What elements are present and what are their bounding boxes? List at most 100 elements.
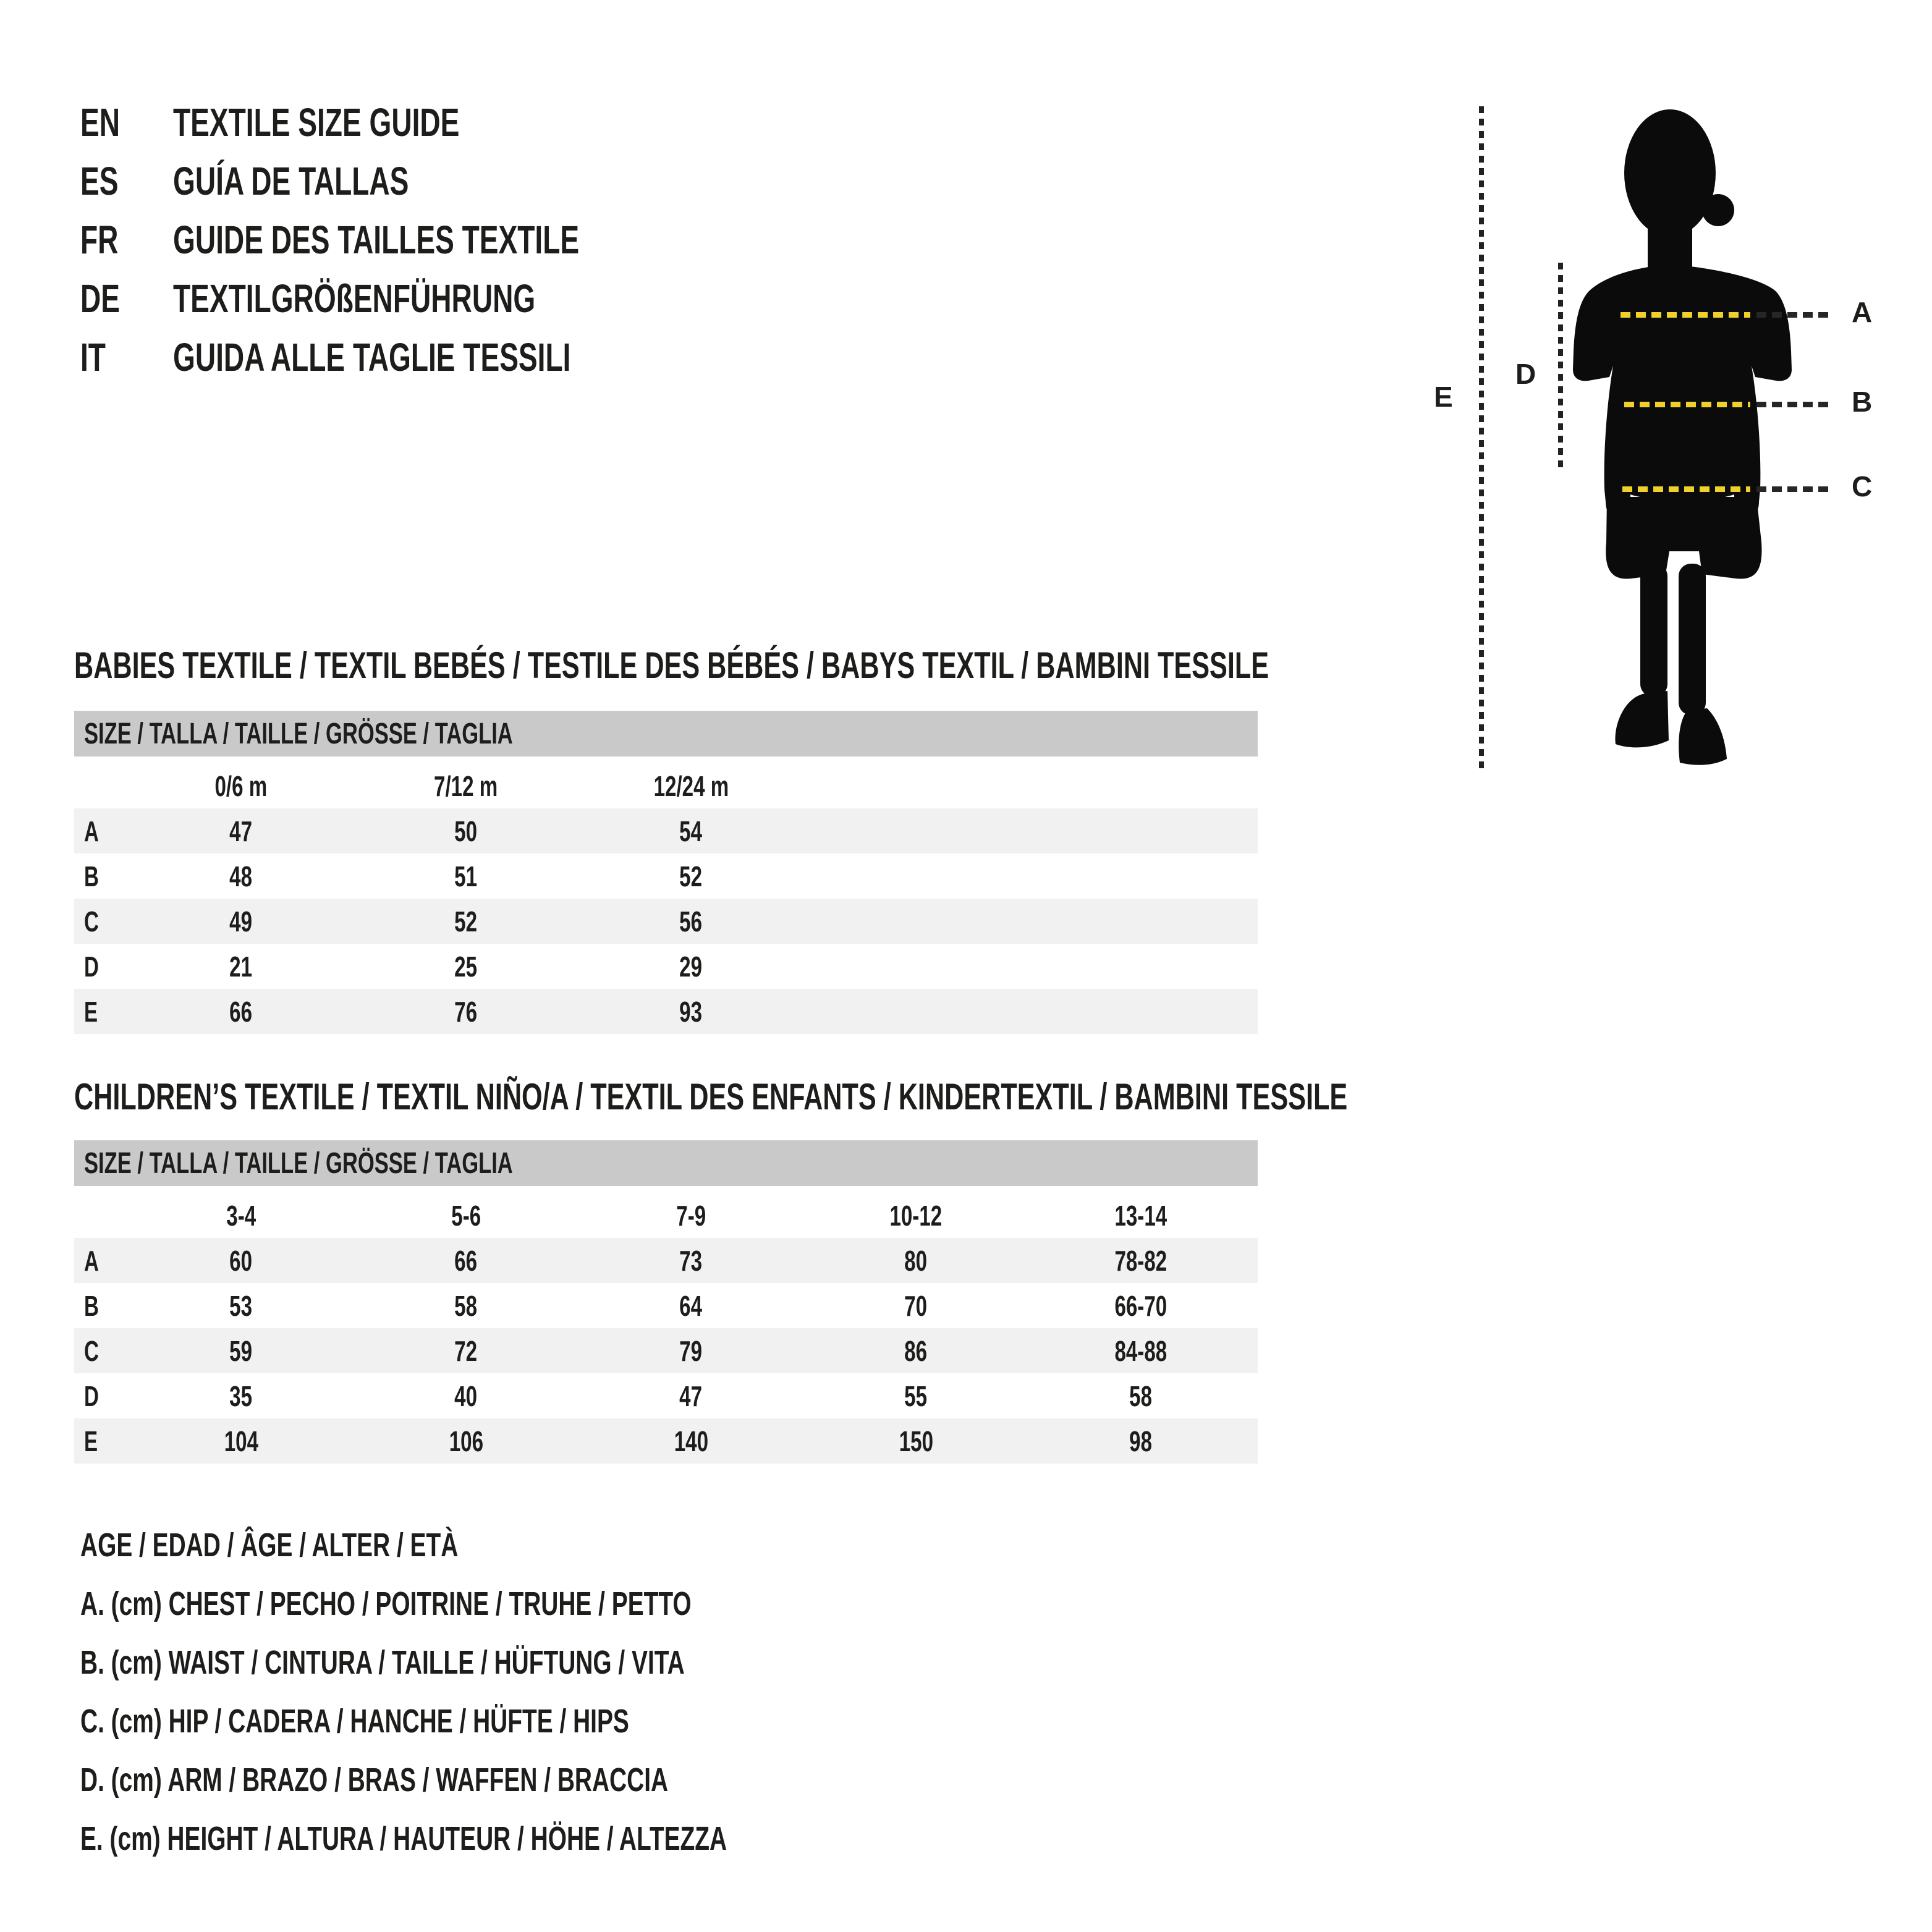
cell-text: 104 — [224, 1425, 258, 1457]
table-cell: 55 — [803, 1379, 1028, 1413]
child-silhouette — [1573, 109, 1792, 765]
row-label: E — [74, 995, 129, 1028]
hip-line-yellow-dashes — [1622, 486, 1750, 492]
column-header: 3-4 — [129, 1199, 354, 1232]
babies-size-header-bar: SIZE / TALLA / TAILLE / GRÖSSE / TAGLIA — [74, 711, 1258, 756]
language-code-text: EN — [80, 100, 121, 145]
table-cell: 76 — [354, 995, 578, 1028]
column-header-text: 10-12 — [889, 1200, 943, 1232]
language-title: TEXTILE SIZE GUIDE — [173, 100, 571, 145]
table-cell: 53 — [129, 1289, 354, 1323]
row-label-text: A — [84, 815, 99, 847]
children-size-header-text: SIZE / TALLA / TAILLE / GRÖSSE / TAGLIA — [84, 1146, 513, 1180]
table-cell: 80 — [803, 1244, 1028, 1277]
table-cell: 79 — [578, 1334, 803, 1368]
column-header-text: 12/24 m — [653, 770, 729, 802]
silhouette-shorts — [1606, 497, 1762, 579]
table-row: C 49 52 56 — [74, 899, 1258, 944]
column-header: 13-14 — [1028, 1199, 1253, 1232]
legend-text: D. (cm) ARM / BRAZO / BRAS / WAFFEN / BR… — [80, 1761, 669, 1799]
cell-text: 84-88 — [1114, 1334, 1167, 1367]
row-label-text: E — [84, 995, 98, 1028]
chest-line-dark-dashes — [1756, 312, 1831, 318]
table-cell: 58 — [354, 1289, 578, 1323]
cell-text: 79 — [679, 1334, 703, 1367]
column-header: 7/12 m — [354, 769, 578, 803]
table-cell: 35 — [129, 1379, 354, 1413]
table-cell: 66 — [129, 995, 354, 1028]
table-cell: 59 — [129, 1334, 354, 1368]
table-cell: 66-70 — [1028, 1289, 1253, 1323]
language-code: DE — [80, 276, 173, 321]
language-title-list: EN TEXTILE SIZE GUIDE ES GUÍA DE TALLAS … — [80, 93, 737, 386]
language-row-es: ES GUÍA DE TALLAS — [80, 151, 737, 210]
table-cell: 66 — [354, 1244, 578, 1277]
table-cell: 56 — [578, 905, 803, 938]
cell-text: 140 — [674, 1425, 708, 1457]
column-header: 0/6 m — [129, 769, 354, 803]
language-title: GUIDA ALLE TAGLIE TESSILI — [173, 334, 726, 380]
table-cell: 150 — [803, 1425, 1028, 1458]
cell-text: 58 — [454, 1289, 478, 1322]
children-size-table: 3-4 5-6 7-9 10-12 13-14 A 60 66 73 80 78… — [74, 1193, 1258, 1464]
legend-item-arm: D. (cm) ARM / BRAZO / BRAS / WAFFEN / BR… — [80, 1750, 978, 1809]
language-title-text: GUÍA DE TALLAS — [173, 158, 409, 203]
language-title-text: GUIDA ALLE TAGLIE TESSILI — [173, 334, 571, 379]
table-cell: 21 — [129, 950, 354, 983]
language-code-text: IT — [80, 334, 106, 379]
language-title: TEXTILGRÖßENFÜHRUNG — [173, 276, 676, 321]
language-row-en: EN TEXTILE SIZE GUIDE — [80, 93, 737, 151]
table-cell: 93 — [578, 995, 803, 1028]
table-cell: 70 — [803, 1289, 1028, 1323]
table-row: B 53 58 64 70 66-70 — [74, 1283, 1258, 1328]
silhouette-ear — [1702, 194, 1734, 226]
table-cell: 104 — [129, 1425, 354, 1458]
table-cell: 72 — [354, 1334, 578, 1368]
cell-text: 47 — [679, 1379, 703, 1412]
cell-text: 48 — [229, 860, 253, 892]
column-header: 5-6 — [354, 1199, 578, 1232]
cell-text: 54 — [679, 815, 703, 847]
table-cell: 86 — [803, 1334, 1028, 1368]
language-code: IT — [80, 334, 173, 380]
legend-text: AGE / EDAD / ÂGE / ALTER / ETÀ — [80, 1526, 459, 1564]
language-code-text: DE — [80, 276, 121, 321]
cell-text: 93 — [679, 995, 703, 1028]
table-row: E 104 106 140 150 98 — [74, 1418, 1258, 1464]
table-cell: 47 — [129, 815, 354, 848]
table-cell: 84-88 — [1028, 1334, 1253, 1368]
silhouette-left-leg — [1640, 564, 1667, 697]
table-cell: 98 — [1028, 1425, 1253, 1458]
table-row: A 47 50 54 — [74, 808, 1258, 854]
table-cell: 140 — [578, 1425, 803, 1458]
column-header-text: 5-6 — [451, 1200, 481, 1232]
cell-text: 86 — [904, 1334, 928, 1367]
silhouette-shirt — [1573, 265, 1792, 517]
measure-label-hip: C — [1852, 470, 1873, 502]
silhouette-head — [1624, 109, 1716, 237]
cell-text: 55 — [904, 1379, 928, 1412]
legend-text: C. (cm) HIP / CADERA / HANCHE / HÜFTE / … — [80, 1702, 629, 1740]
language-code: ES — [80, 158, 173, 204]
column-header-text: 0/6 m — [214, 770, 268, 802]
column-header-text: 3-4 — [226, 1200, 256, 1232]
table-cell: 49 — [129, 905, 354, 938]
table-row: D 21 25 29 — [74, 944, 1258, 989]
cell-text: 50 — [454, 815, 478, 847]
language-title: GUIDE DES TAILLES TEXTILE — [173, 217, 737, 263]
row-label: C — [74, 1334, 129, 1368]
cell-text: 66 — [454, 1244, 478, 1277]
cell-text: 78-82 — [1114, 1244, 1167, 1277]
column-header: 7-9 — [578, 1199, 803, 1232]
legend-item-chest: A. (cm) CHEST / PECHO / POITRINE / TRUHE… — [80, 1574, 978, 1633]
cell-text: 58 — [1129, 1379, 1153, 1412]
waist-line-dark-dashes — [1756, 402, 1831, 407]
cell-text: 60 — [229, 1244, 253, 1277]
cell-text: 35 — [229, 1379, 253, 1412]
cell-text: 73 — [679, 1244, 703, 1277]
cell-text: 21 — [229, 950, 253, 983]
row-label-text: B — [84, 860, 99, 892]
language-row-fr: FR GUIDE DES TAILLES TEXTILE — [80, 210, 737, 269]
language-title: GUÍA DE TALLAS — [173, 158, 501, 204]
table-header-row: 0/6 m 7/12 m 12/24 m — [74, 764, 1258, 808]
